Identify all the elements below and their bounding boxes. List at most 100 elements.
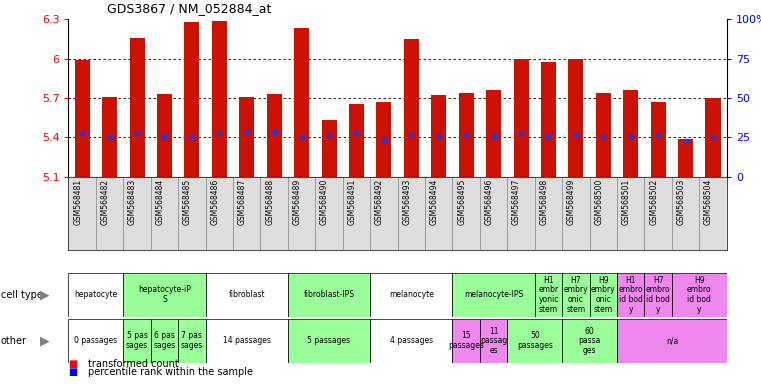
Text: H7
embry
onic
stem: H7 embry onic stem — [564, 276, 588, 314]
Bar — [68, 319, 123, 363]
Bar — [514, 59, 529, 177]
Text: 5 passages: 5 passages — [307, 336, 351, 345]
Bar — [678, 139, 693, 177]
Text: ■: ■ — [68, 367, 78, 377]
Bar — [596, 93, 611, 177]
Text: GSM568483: GSM568483 — [128, 179, 137, 225]
Bar — [157, 94, 172, 177]
Bar — [377, 102, 391, 177]
Text: GSM568494: GSM568494 — [430, 179, 439, 225]
Bar — [288, 319, 370, 363]
Bar — [75, 60, 90, 177]
Text: GSM568482: GSM568482 — [100, 179, 110, 225]
Text: 14 passages: 14 passages — [223, 336, 271, 345]
Bar — [453, 273, 535, 317]
Text: transformed count: transformed count — [88, 359, 178, 369]
Text: GSM568498: GSM568498 — [540, 179, 549, 225]
Bar — [480, 319, 508, 363]
Text: 60
passa
ges: 60 passa ges — [578, 327, 600, 355]
Text: GSM568490: GSM568490 — [320, 179, 329, 225]
Text: GSM568484: GSM568484 — [155, 179, 164, 225]
Text: GSM568489: GSM568489 — [293, 179, 301, 225]
Text: H9
embro
id bod
y: H9 embro id bod y — [687, 276, 712, 314]
Text: percentile rank within the sample: percentile rank within the sample — [88, 367, 253, 377]
Text: GSM568504: GSM568504 — [704, 179, 713, 225]
Text: H1
embr
yonic
stem: H1 embr yonic stem — [538, 276, 559, 314]
Bar — [349, 104, 364, 177]
Bar — [123, 319, 151, 363]
Bar — [178, 319, 205, 363]
Bar — [617, 319, 727, 363]
Bar — [535, 273, 562, 317]
Text: n/a: n/a — [666, 336, 678, 345]
Bar — [266, 94, 282, 177]
Bar — [623, 90, 638, 177]
Text: 0 passages: 0 passages — [75, 336, 117, 345]
Text: GSM568503: GSM568503 — [677, 179, 686, 225]
Text: GSM568497: GSM568497 — [512, 179, 521, 225]
Bar — [370, 273, 453, 317]
Text: 50
passages: 50 passages — [517, 331, 552, 350]
Text: GSM568495: GSM568495 — [457, 179, 466, 225]
Bar — [321, 120, 336, 177]
Bar — [590, 273, 617, 317]
Text: GSM568485: GSM568485 — [183, 179, 192, 225]
Text: 5 pas
sages: 5 pas sages — [126, 331, 148, 350]
Text: GSM568481: GSM568481 — [73, 179, 82, 225]
Text: GSM568496: GSM568496 — [485, 179, 494, 225]
Text: GSM568502: GSM568502 — [649, 179, 658, 225]
Text: GSM568491: GSM568491 — [348, 179, 356, 225]
Bar — [651, 102, 666, 177]
Text: melanocyte: melanocyte — [389, 290, 434, 299]
Text: H9
embry
onic
stem: H9 embry onic stem — [591, 276, 616, 314]
Text: ▶: ▶ — [40, 288, 49, 301]
Text: GSM568493: GSM568493 — [403, 179, 412, 225]
Text: H7
embro
id bod
y: H7 embro id bod y — [646, 276, 670, 314]
Bar — [129, 38, 145, 177]
Text: GSM568501: GSM568501 — [622, 179, 631, 225]
Bar — [562, 273, 590, 317]
Bar — [568, 59, 584, 177]
Bar — [404, 39, 419, 177]
Bar — [562, 319, 617, 363]
Text: other: other — [1, 336, 27, 346]
Text: fibroblast-IPS: fibroblast-IPS — [304, 290, 355, 299]
Bar — [431, 95, 446, 177]
Text: melanocyte-IPS: melanocyte-IPS — [464, 290, 524, 299]
Bar — [184, 22, 199, 177]
Bar — [453, 319, 480, 363]
Text: GSM568500: GSM568500 — [594, 179, 603, 225]
Text: 11
passag
es: 11 passag es — [480, 327, 508, 355]
Text: GSM568499: GSM568499 — [567, 179, 576, 225]
Bar — [294, 28, 309, 177]
Text: 7 pas
sages: 7 pas sages — [181, 331, 203, 350]
Bar — [370, 319, 453, 363]
Text: GDS3867 / NM_052884_at: GDS3867 / NM_052884_at — [107, 2, 271, 15]
Text: 4 passages: 4 passages — [390, 336, 433, 345]
Text: GSM568487: GSM568487 — [237, 179, 247, 225]
Text: ■: ■ — [68, 359, 78, 369]
Text: GSM568488: GSM568488 — [265, 179, 274, 225]
Text: ▶: ▶ — [40, 334, 49, 347]
Bar — [205, 273, 288, 317]
Text: fibroblast: fibroblast — [228, 290, 265, 299]
Text: cell type: cell type — [1, 290, 43, 300]
Text: 6 pas
sages: 6 pas sages — [154, 331, 176, 350]
Text: hepatocyte-iP
S: hepatocyte-iP S — [138, 285, 191, 304]
Bar — [541, 63, 556, 177]
Text: 15
passages: 15 passages — [448, 331, 484, 350]
Bar — [288, 273, 370, 317]
Text: GSM568492: GSM568492 — [375, 179, 384, 225]
Bar — [508, 319, 562, 363]
Bar — [645, 273, 672, 317]
Bar — [459, 93, 474, 177]
Bar — [617, 273, 645, 317]
Bar — [239, 97, 254, 177]
Text: GSM568486: GSM568486 — [210, 179, 219, 225]
Bar — [151, 319, 178, 363]
Bar — [672, 273, 727, 317]
Bar — [102, 97, 117, 177]
Text: hepatocyte: hepatocyte — [75, 290, 117, 299]
Bar — [705, 98, 721, 177]
Bar — [68, 273, 123, 317]
